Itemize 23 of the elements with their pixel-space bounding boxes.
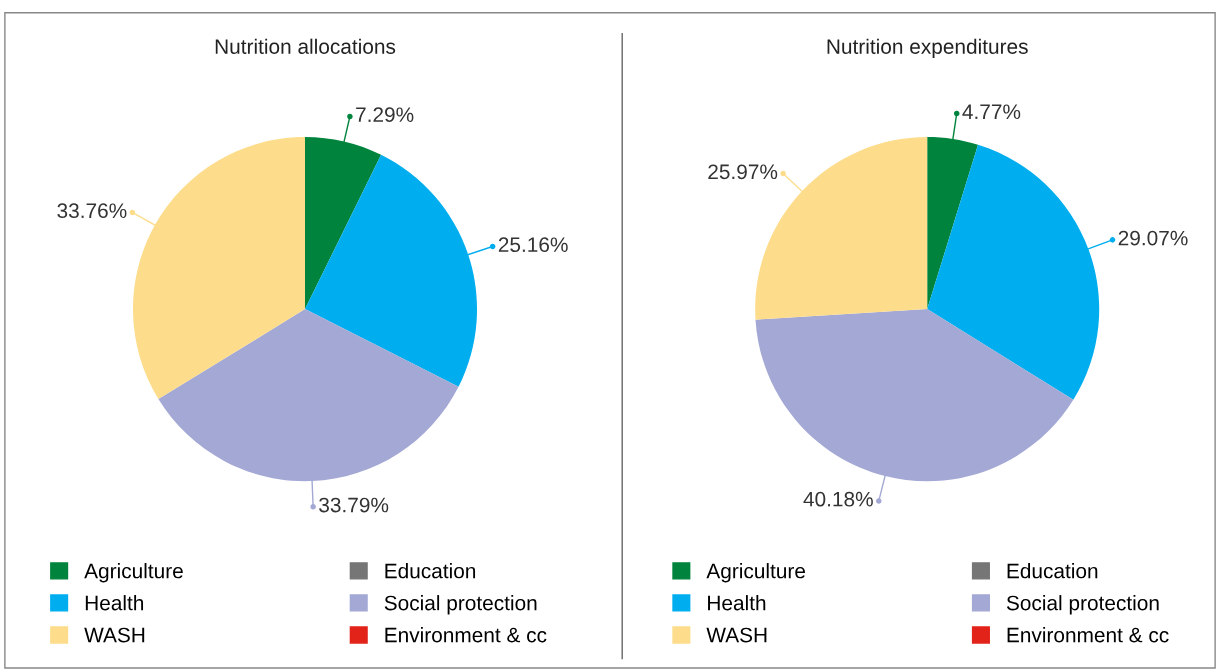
chart-title: Nutrition allocations [215, 38, 396, 54]
data-label: 33.79% [319, 497, 389, 513]
legend-label: Health [708, 595, 766, 611]
data-label: 4.77% [962, 104, 1021, 120]
data-label: 7.29% [356, 107, 414, 123]
legend-label: Education [1007, 563, 1098, 579]
pie-slice [133, 137, 305, 400]
legend-label: Environment & cc [385, 627, 547, 643]
legend-label: Agriculture [706, 563, 806, 583]
data-label: 33.76% [57, 203, 127, 219]
legend-label: Social protection [1006, 595, 1159, 615]
data-label: 25.97% [708, 164, 778, 180]
data-label: 40.18% [803, 491, 873, 507]
data-label: 29.07% [1118, 230, 1188, 246]
data-label: 25.16% [498, 237, 568, 253]
legend-label: Social protection [384, 595, 537, 615]
chart-title: Nutrition expenditures [827, 38, 1028, 59]
legend-label: Education [385, 563, 476, 579]
legend-label: Health [85, 595, 144, 611]
legend-label: Agriculture [84, 563, 183, 583]
legend-label: WASH [706, 627, 767, 643]
legend-label: Environment & cc [1007, 627, 1169, 643]
legend-label: WASH [84, 627, 145, 643]
